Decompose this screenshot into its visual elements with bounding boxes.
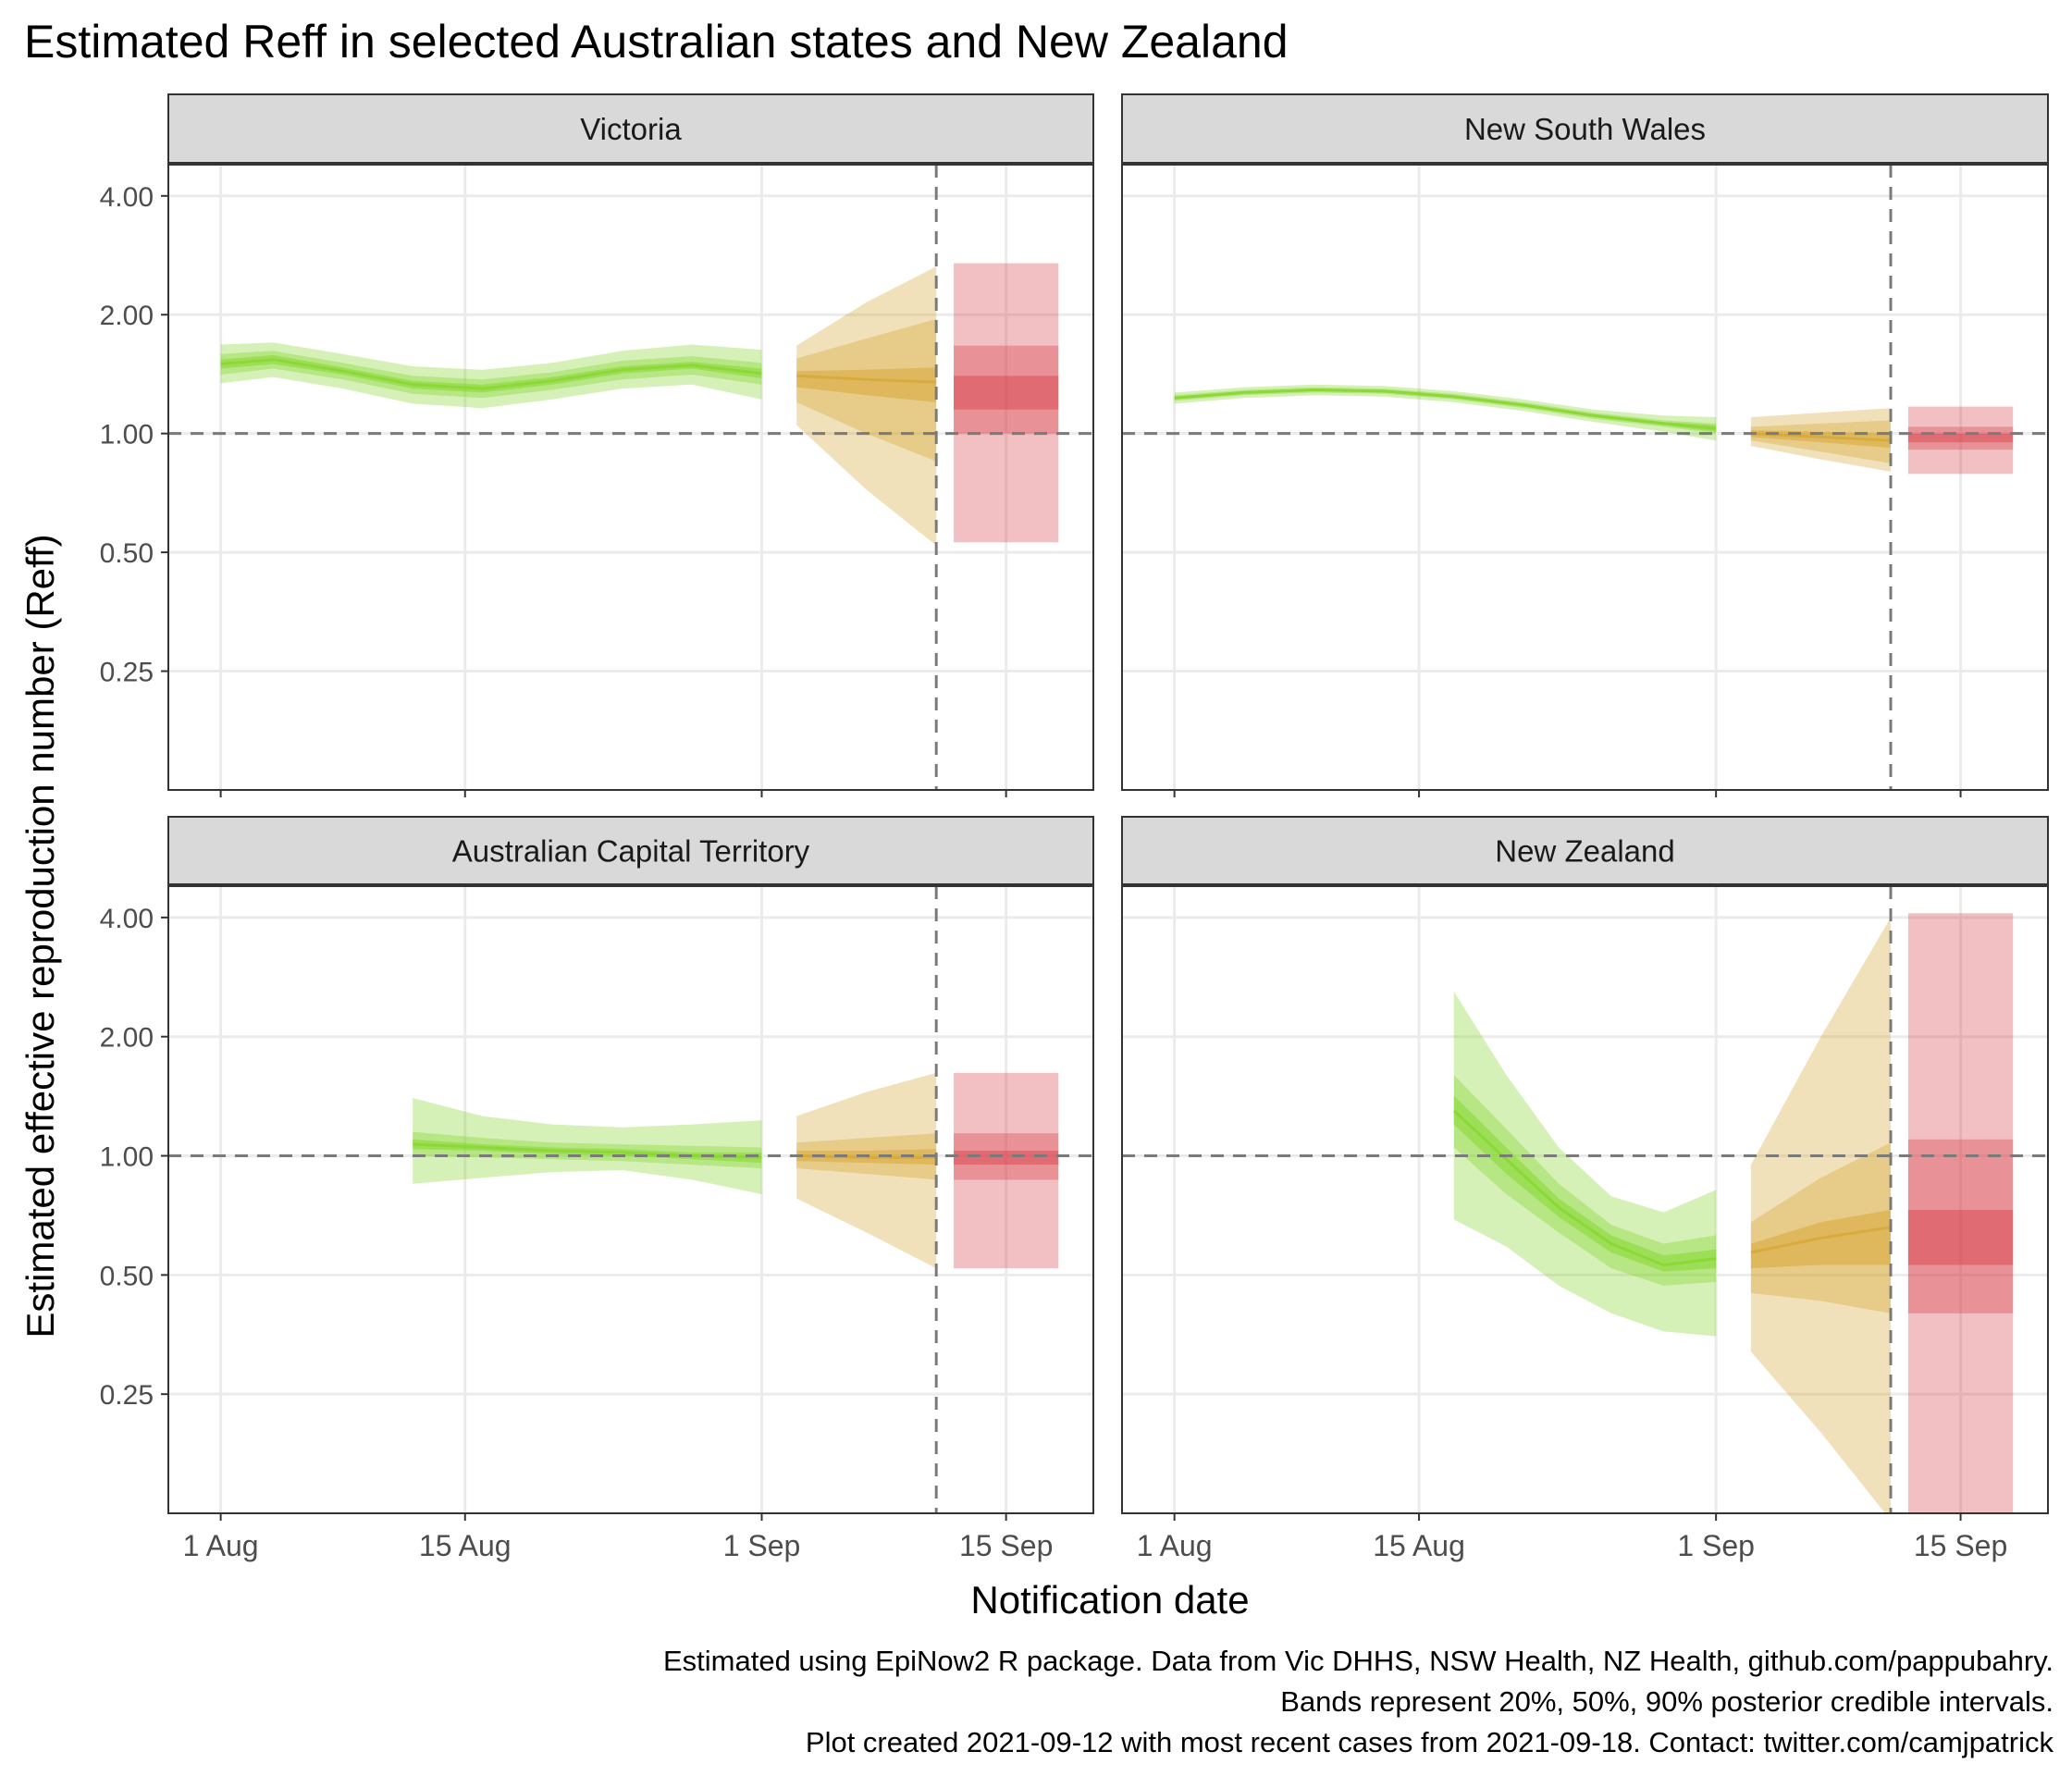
estimate-band-90	[220, 342, 762, 409]
y-tick-label: 1.00	[100, 1142, 154, 1173]
estimate-median-line	[1452, 1109, 1717, 1267]
forecast-band-20	[954, 1151, 1059, 1166]
facet-panels: Victoria 0.25 0.50 1.00 2.00 4.00 New South Wa…	[100, 93, 2049, 1562]
estimate-median-line	[220, 358, 762, 390]
panel-background	[168, 165, 1093, 790]
partial-band-90	[796, 1072, 937, 1269]
forecast-band-20	[1907, 433, 2014, 443]
facet-strip-label: New Zealand	[1495, 834, 1674, 869]
y-tick-label: 0.25	[100, 1380, 154, 1411]
y-tick-label: 2.00	[100, 301, 154, 331]
plot-area	[1122, 165, 2048, 790]
caption-line-3: Plot created 2021-09-12 with most recent…	[806, 1726, 2054, 1758]
x-tick-label: 15 Aug	[1373, 1529, 1465, 1562]
facet-strip-label: New South Wales	[1464, 112, 1706, 146]
facet-new-zealand: New Zealand 1 Aug 15 Aug 1 Sep 15 Sep	[1121, 816, 2049, 1562]
facet-strip-label: Victoria	[580, 112, 682, 146]
partial-band-50	[796, 318, 937, 462]
panel-border	[1121, 885, 2049, 1514]
partial-band-50	[1750, 420, 1891, 463]
forecast-band-90	[1907, 913, 2014, 1513]
panel-border	[167, 885, 1094, 1514]
estimate-median-line	[1174, 388, 1717, 430]
plot-area	[1122, 886, 2048, 1513]
facet-strip	[1121, 93, 2049, 164]
estimate-band-50	[220, 351, 762, 399]
facet-australian-capital-territory: Australian Capital Territory 0.25 0.50 1.00…	[100, 816, 1094, 1562]
estimate-band-90	[1453, 991, 1717, 1337]
facet-victoria: Victoria 0.25 0.50 1.00 2.00 4.00	[100, 93, 1094, 797]
y-axis-label: Estimated effective reproduction number …	[18, 534, 62, 1338]
x-tick-label: 1 Sep	[723, 1529, 801, 1562]
y-tick-label: 4.00	[100, 904, 154, 934]
partial-median-line	[796, 374, 937, 384]
caption-line-2: Bands represent 20%, 50%, 90% posterior …	[1280, 1685, 2054, 1718]
x-tick-label: 15 Sep	[1914, 1529, 2007, 1562]
x-tick-label: 1 Aug	[1137, 1529, 1213, 1562]
y-tick-label: 2.00	[100, 1023, 154, 1054]
estimate-band-90	[413, 1098, 762, 1194]
y-tick-label: 4.00	[100, 182, 154, 213]
facet-strip	[167, 816, 1094, 885]
forecast-band-90	[954, 1072, 1059, 1269]
y-tick-label: 0.50	[100, 1261, 154, 1291]
partial-band-90	[796, 266, 937, 546]
x-axis-label: Notification date	[970, 1578, 1249, 1622]
x-tick-label: 1 Aug	[183, 1529, 259, 1562]
plot-area	[168, 165, 1093, 790]
facet-strip	[167, 93, 1094, 164]
forecast-band-50	[1907, 426, 2014, 450]
x-tick-label: 15 Sep	[959, 1529, 1053, 1562]
forecast-band-50	[1907, 1139, 2014, 1314]
forecast-band-20	[954, 376, 1059, 410]
partial-median-line	[1750, 1226, 1892, 1254]
x-tick-label: 1 Sep	[1677, 1529, 1755, 1562]
estimate-band-50	[1453, 1075, 1717, 1286]
forecast-band-20	[1907, 1210, 2014, 1265]
partial-band-20	[796, 367, 937, 402]
y-tick-label: 0.25	[100, 658, 154, 688]
chart-title: Estimated Reff in selected Australian st…	[24, 16, 1289, 68]
partial-band-90	[1750, 917, 1891, 1513]
y-tick-label: 1.00	[100, 420, 154, 450]
panel-background	[168, 886, 1093, 1513]
estimate-band-50	[413, 1131, 762, 1168]
panel-background	[1122, 886, 2048, 1513]
caption-line-1: Estimated using EpiNow2 R package. Data …	[663, 1645, 2054, 1677]
x-tick-label: 15 Aug	[419, 1529, 512, 1562]
panel-border	[1121, 164, 2049, 791]
partial-band-50	[1750, 1142, 1891, 1314]
panel-border	[167, 164, 1094, 791]
partial-band-90	[1750, 408, 1891, 472]
facet-strip-label: Australian Capital Territory	[452, 834, 810, 869]
y-tick-label: 0.50	[100, 538, 154, 569]
plot-area	[168, 886, 1093, 1513]
facet-strip	[1121, 816, 2049, 885]
forecast-band-90	[1907, 406, 2014, 475]
facet-new-south-wales: New South Wales	[1121, 93, 2049, 797]
estimate-band-20	[1453, 1095, 1717, 1272]
panel-background	[1122, 165, 2048, 790]
forecast-band-90	[954, 263, 1059, 543]
forecast-band-50	[954, 345, 1059, 434]
